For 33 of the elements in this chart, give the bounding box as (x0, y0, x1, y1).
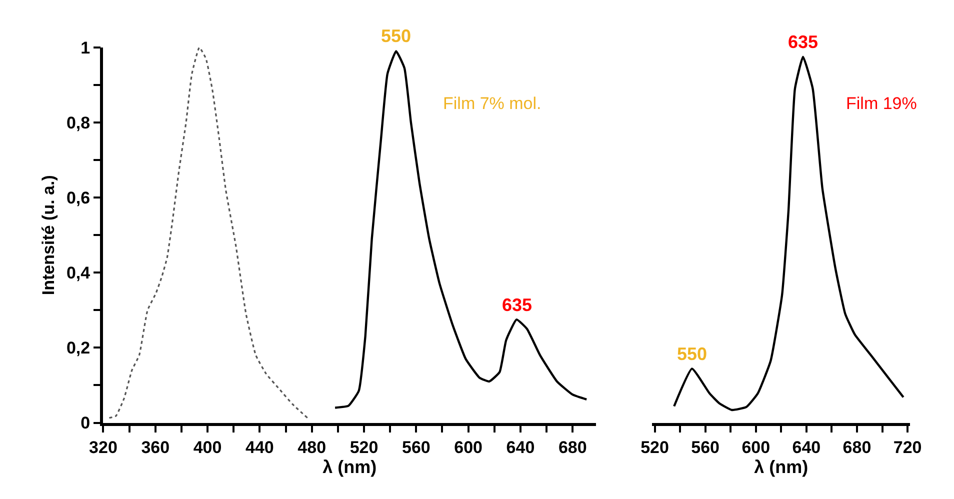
x-tick-label: 520 (640, 438, 669, 457)
x-tick-label: 600 (454, 438, 483, 457)
annotation: 550 (677, 344, 708, 364)
x-tick-label: 560 (402, 438, 430, 457)
line-series (334, 50, 588, 409)
x-tick-label: 720 (893, 438, 922, 457)
x-axis-title: λ (nm) (754, 456, 808, 477)
x-tick-label: 440 (246, 438, 274, 457)
x-tick-label: 360 (141, 438, 170, 457)
x-tick-label: 400 (193, 438, 222, 457)
y-axis-title: Intensité (u. a.) (38, 175, 58, 296)
annotation: 635 (788, 32, 818, 52)
annotation: Film 19% (846, 94, 917, 113)
x-tick-label: 640 (506, 438, 535, 457)
x-axis-title: λ (nm) (322, 456, 377, 477)
annotation: Film 7% mol. (443, 94, 542, 113)
x-tick-label: 320 (89, 438, 118, 457)
annotation: 550 (381, 26, 412, 46)
y-tick-label: 1 (80, 38, 90, 58)
y-tick-label: 0,8 (66, 113, 90, 132)
y-tick-label: 0,6 (66, 188, 90, 208)
annotation: 635 (502, 295, 532, 315)
y-tick-label: 0 (80, 414, 90, 433)
y-tick-label: 0,4 (66, 264, 91, 283)
x-tick-label: 640 (792, 438, 821, 457)
y-tick-label: 0,2 (66, 338, 90, 358)
x-tick-label: 600 (742, 438, 770, 457)
line-series (108, 47, 308, 419)
x-tick-label: 560 (691, 438, 720, 457)
x-tick-label: 680 (842, 438, 872, 457)
x-tick-label: 480 (298, 438, 326, 457)
x-tick-label: 520 (350, 438, 378, 457)
x-tick-label: 680 (558, 438, 587, 457)
